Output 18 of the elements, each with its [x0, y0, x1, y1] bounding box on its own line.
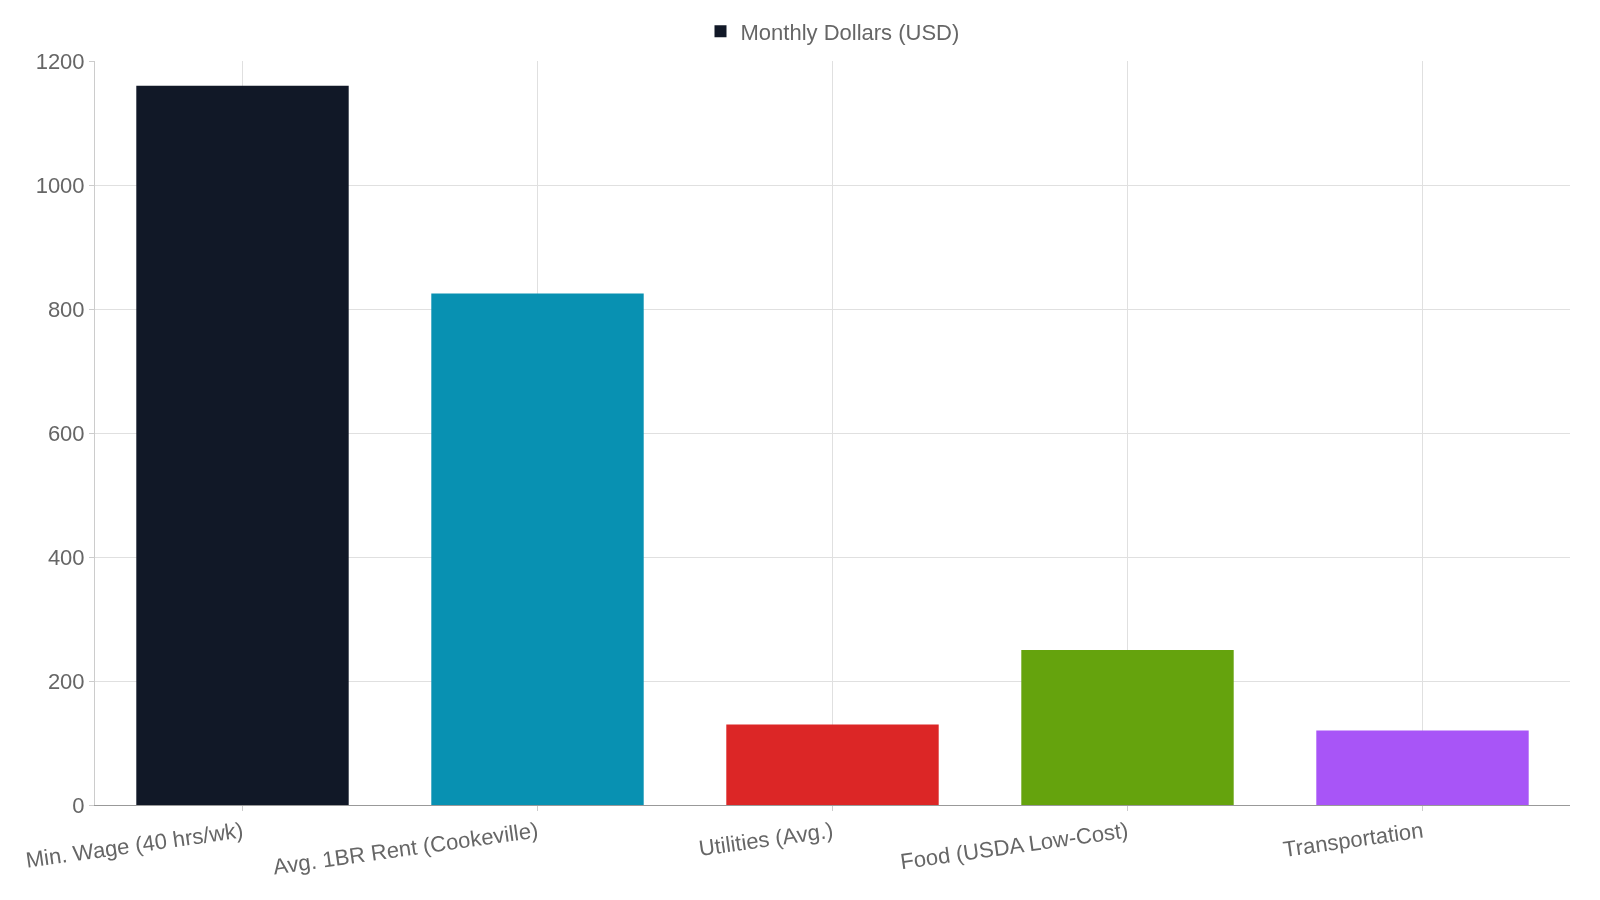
legend-label: Monthly Dollars (USD) [740, 19, 960, 45]
x-tick-label: Transportation [1281, 817, 1425, 862]
y-tick-label: 1000 [35, 172, 85, 198]
y-tick-label: 1200 [35, 48, 85, 74]
y-tick-label: 800 [47, 296, 85, 322]
bar [136, 85, 349, 805]
y-tick-label: 200 [47, 668, 85, 694]
bar [1316, 730, 1529, 805]
x-tick-label: Avg. 1BR Rent (Cookeville) [271, 817, 540, 880]
y-tick-label: 600 [47, 420, 85, 446]
x-tick-label: Food (USDA Low-Cost) [898, 817, 1130, 875]
bar [726, 724, 939, 805]
bar [431, 293, 644, 805]
x-tick-label: Utilities (Avg.) [697, 817, 835, 862]
y-tick-label: 0 [72, 792, 85, 818]
bar [1021, 650, 1234, 805]
x-tick-label: Min. Wage (40 hrs/wk) [24, 817, 245, 873]
y-tick-label: 400 [47, 544, 85, 570]
